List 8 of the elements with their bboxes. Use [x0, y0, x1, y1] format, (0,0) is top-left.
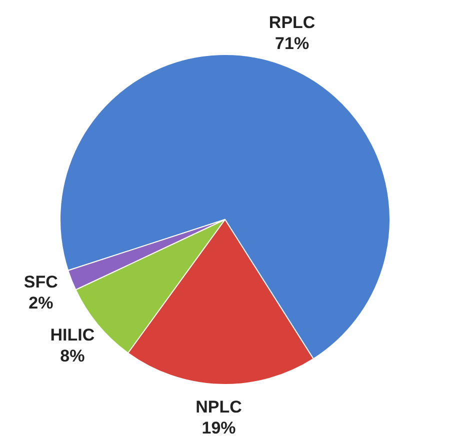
data-label: 8% [60, 346, 85, 366]
data-label: 71% [275, 34, 310, 54]
slice-label: SFC [24, 272, 58, 292]
data-label: 2% [28, 293, 54, 312]
slice-label: HILIC [50, 326, 95, 345]
data-label: 19% [202, 418, 236, 438]
slice-label: RPLC [268, 13, 316, 32]
slice-label: NPLC [196, 397, 242, 416]
